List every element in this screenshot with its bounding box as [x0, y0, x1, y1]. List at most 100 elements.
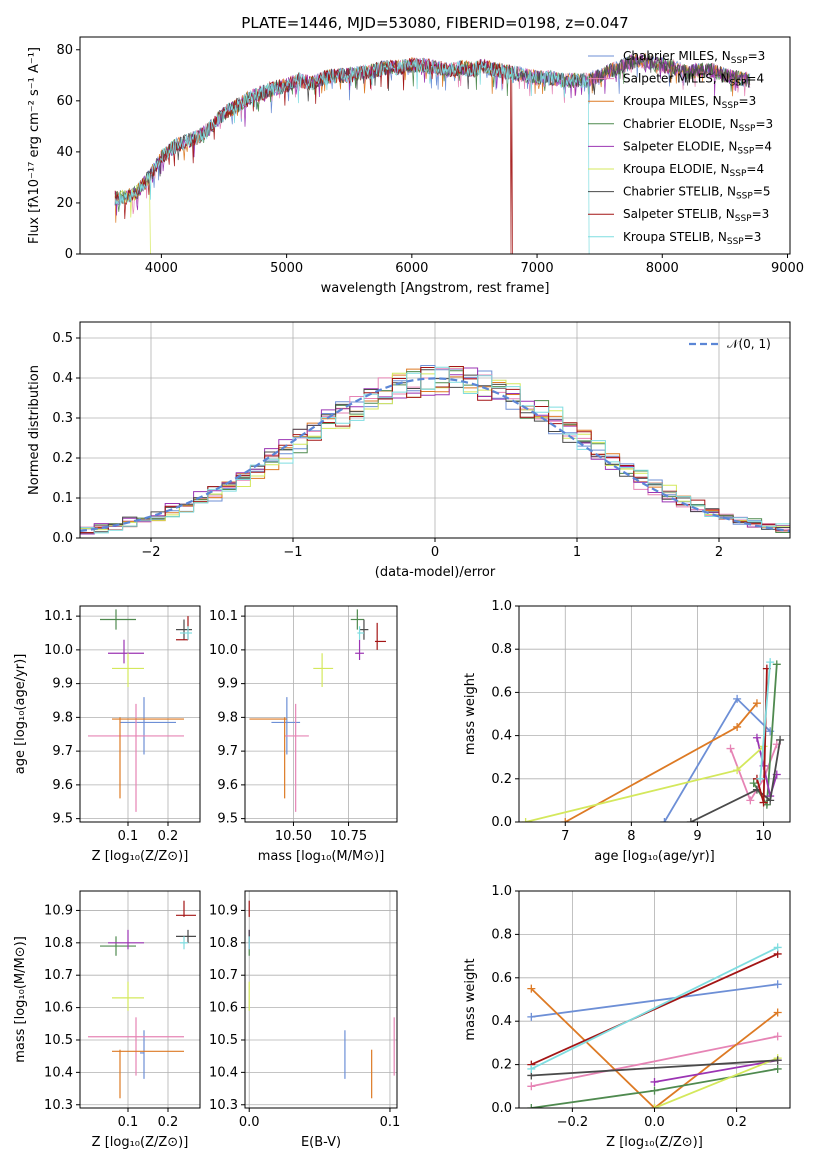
weight-marker — [650, 1104, 659, 1108]
x-tick-label: 0.1 — [118, 1115, 139, 1130]
y-tick-label: 0.3 — [52, 411, 73, 426]
y-tick-label: 10.0 — [209, 643, 238, 658]
weight-marker — [766, 796, 775, 805]
weight-marker — [746, 796, 755, 805]
y-tick-label: 9.5 — [52, 812, 73, 827]
weight-line — [654, 1059, 778, 1083]
y-tick-label: 80 — [56, 43, 73, 58]
legend-label: Chabrier STELIB, N — [623, 185, 736, 199]
chart-title: PLATE=1446, MJD=53080, FIBERID=0198, z=0… — [241, 14, 628, 32]
y-tick-label: 9.9 — [217, 677, 238, 692]
axes-frame — [79, 36, 791, 255]
legend-subscript: SSP — [727, 237, 744, 247]
x-tick-label: 8000 — [646, 261, 679, 276]
x-tick-label: 0.2 — [158, 829, 179, 844]
weight-marker — [561, 818, 570, 822]
axes-frame — [244, 605, 398, 823]
spectrum-line — [114, 57, 750, 254]
x-tick-label: 1 — [573, 545, 581, 560]
x-tick-label: 2 — [715, 545, 723, 560]
weight-marker — [733, 722, 742, 731]
weight-marker — [527, 1104, 536, 1108]
x-tick-label: 7000 — [521, 261, 554, 276]
legend-entry: Kroupa MILES, NSSP=3 — [623, 94, 756, 111]
weight-marker — [773, 1064, 782, 1073]
legend-entry: Kroupa ELODIE, NSSP=4 — [623, 162, 764, 179]
legend-entry: Salpeter MILES, NSSP=4 — [623, 72, 764, 89]
y-tick-label: 0.0 — [491, 815, 512, 830]
weight-marker — [527, 1082, 536, 1091]
legend-entry: Kroupa STELIB, NSSP=3 — [623, 230, 761, 247]
axes-frame — [79, 890, 201, 1109]
x-tick-label: 0.1 — [380, 1115, 401, 1130]
y-axis-label: mass weight — [463, 958, 478, 1040]
x-tick-label: 7 — [561, 829, 569, 844]
weight-marker — [773, 1008, 782, 1017]
x-tick-label: 0.1 — [118, 829, 139, 844]
spectrum-line — [114, 173, 151, 254]
weight-marker — [527, 984, 536, 993]
y-tick-label: 9.8 — [52, 710, 73, 725]
weight-line — [531, 1059, 778, 1077]
x-tick-label: 0.0 — [644, 1115, 665, 1130]
legend-entry: Salpeter STELIB, NSSP=3 — [623, 207, 769, 224]
legend-count: =4 — [746, 72, 764, 86]
weight-line — [531, 983, 778, 1018]
weight-marker — [752, 699, 761, 708]
legend-subscript: SSP — [735, 214, 752, 224]
y-axis-label: age [log₁₀(age/yr)] — [13, 654, 28, 775]
y-tick-label: 1.0 — [491, 884, 512, 899]
y-tick-label: 40 — [56, 145, 73, 160]
weight-marker — [766, 658, 775, 667]
x-axis-label: Z [log₁₀(Z/Z⊙)] — [606, 1135, 703, 1150]
weight-marker — [733, 694, 742, 703]
y-tick-label: 0.8 — [491, 642, 512, 657]
weight-marker — [776, 735, 785, 744]
legend-subscript: SSP — [739, 124, 756, 134]
y-tick-label: 10.7 — [209, 968, 238, 983]
x-tick-label: 9 — [693, 829, 701, 844]
y-tick-label: 9.8 — [217, 710, 238, 725]
weight-marker — [759, 798, 768, 807]
age-vs-mass-panel: 10.50 10.75 9.5 9.6 9.7 9.8 9.9 10.0 10.1 mass [l… — [209, 605, 398, 864]
axes-frame — [79, 605, 201, 823]
x-axis-label: age [log₁₀(age/yr)] — [594, 849, 715, 864]
weight-marker — [733, 766, 742, 775]
y-tick-label: 9.6 — [217, 778, 238, 793]
x-axis-label: Z [log₁₀(Z/Z⊙)] — [92, 1135, 189, 1150]
x-tick-label: 0.2 — [726, 1115, 747, 1130]
x-tick-label: 6000 — [395, 261, 428, 276]
weight-marker — [773, 943, 782, 952]
weight-marker — [527, 1064, 536, 1073]
y-tick-label: 10.9 — [44, 903, 73, 918]
legend-entry: 𝒩(0, 1) — [727, 337, 771, 351]
spectrum-panel: 4000 5000 6000 7000 8000 9000 0 20 40 60 80 wavelen… — [27, 14, 804, 296]
axes-frame — [79, 321, 791, 539]
legend-subscript: SSP — [730, 169, 747, 179]
plot-area — [249, 609, 386, 812]
plot-area — [88, 609, 192, 812]
y-tick-label: 10.9 — [209, 903, 238, 918]
y-tick-label: 10.4 — [209, 1065, 238, 1080]
normal-curve — [80, 377, 790, 533]
legend-label: Salpeter STELIB, N — [623, 207, 735, 221]
plot-area — [248, 900, 395, 1099]
weight-marker — [773, 1056, 782, 1065]
weight-line — [530, 953, 779, 1066]
x-tick-label: 10 — [755, 829, 772, 844]
weight-marker — [749, 779, 758, 788]
legend-subscript: SSP — [730, 79, 747, 89]
weight-line — [759, 662, 772, 779]
y-tick-label: 0.6 — [491, 685, 512, 700]
legend-label: Salpeter MILES, N — [623, 72, 730, 86]
legend-count: =3 — [755, 117, 773, 131]
x-axis-label: (data-model)/error — [375, 565, 496, 580]
legend-count: =3 — [739, 94, 757, 108]
x-tick-label: 0.0 — [239, 1115, 260, 1130]
residual-histogram-panel: −2 −1 0 1 2 0.0 0.1 0.2 0.3 0.4 0.5 (data-model)/er… — [27, 321, 791, 580]
y-tick-label: 0.0 — [491, 1101, 512, 1116]
x-axis-label: wavelength [Angstrom, rest frame] — [321, 281, 550, 296]
weight-marker — [527, 1012, 536, 1021]
x-tick-label: 10.50 — [275, 829, 312, 844]
legend-entry: Chabrier STELIB, NSSP=5 — [623, 185, 771, 202]
